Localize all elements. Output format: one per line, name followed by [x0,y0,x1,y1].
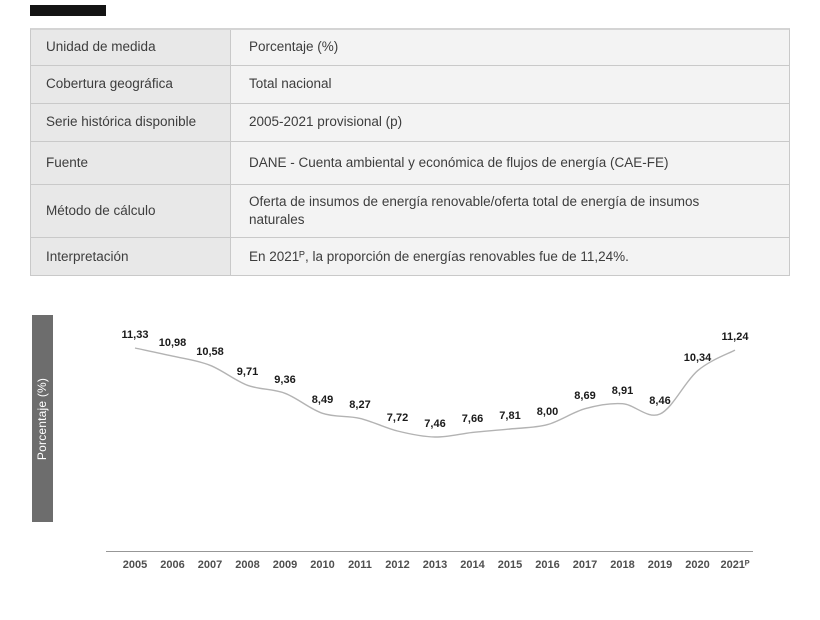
x-axis-tick-label: 2011 [348,559,372,571]
y-axis-label-bar: Porcentaje (%) [32,315,53,522]
value-label: 8,69 [574,389,596,402]
value-label: 8,00 [536,405,559,418]
value-label: 9,36 [274,374,296,387]
value-label: 10,98 [158,337,187,350]
x-axis-tick-label: 2018 [610,559,635,571]
x-axis-tick-label: 2008 [235,559,260,571]
value-label: 8,46 [649,395,671,408]
x-axis-tick-label: 2007 [197,559,223,571]
value-label: 8,91 [611,384,634,397]
metadata-table: Unidad de medida Porcentaje (%) Cobertur… [30,28,790,277]
table-row: Método de cálculo Oferta de insumos de e… [31,185,789,239]
row-label: Unidad de medida [31,30,231,65]
value-label: 8,27 [349,399,371,412]
x-axis-tick-label: 2017 [572,559,598,571]
table-row: Serie histórica disponible 2005-2021 pro… [31,104,789,142]
value-label: 10,58 [196,346,224,359]
row-value: Porcentaje (%) [231,30,789,65]
x-axis-tick-label: 2010 [310,559,335,571]
row-label: Interpretación [31,238,231,276]
x-axis-tick-label: 2020 [685,559,710,571]
value-label: 7,46 [424,418,446,431]
value-label: 9,71 [236,366,259,379]
value-label: 11,33 [121,329,149,341]
row-value: 2005-2021 provisional (p) [231,104,789,141]
row-label: Método de cálculo [31,185,231,238]
value-label: 7,66 [461,413,484,426]
table-row: Unidad de medida Porcentaje (%) [31,30,789,66]
row-value: DANE - Cuenta ambiental y económica de f… [231,142,789,184]
row-value-text: Método de cálculo [46,203,156,219]
x-axis-tick-label: 2015 [497,559,523,571]
x-axis-tick-label: 2021ᴾ [720,559,750,571]
x-axis-tick-label: 2019 [647,559,673,571]
value-label: 11,24 [721,331,749,344]
x-axis-tick-label: 2013 [422,559,448,571]
value-label: 8,49 [311,394,334,407]
row-value-text: Oferta de insumos de energía renovable/o… [249,194,700,228]
table-row: Interpretación En 2021ᴾ, la proporción d… [31,238,789,276]
table-row: Fuente DANE - Cuenta ambiental y económi… [31,142,789,185]
x-axis-tick-label: 2016 [535,559,560,571]
x-axis-tick-label: 2005 [122,559,148,571]
value-label: 7,72 [386,412,409,425]
x-axis-line [106,551,753,552]
row-value: Oferta de insumos de energía renovable/o… [231,185,789,238]
value-label: 10,34 [683,351,712,364]
data-series-line [134,347,736,438]
x-axis-tick-label: 2009 [272,559,298,571]
row-value: Total nacional [231,66,789,103]
value-label: 7,81 [499,409,521,422]
line-chart [134,347,736,438]
x-axis-tick-label: 2014 [460,559,485,571]
header-strip [30,5,106,16]
row-label: Cobertura geográfica [31,66,231,103]
row-label: Serie histórica disponible [31,104,231,141]
x-axis-tick-label: 2012 [385,559,410,571]
x-axis-tick-label: 2006 [160,559,185,571]
y-axis-label: Porcentaje (%) [35,377,50,460]
row-label: Fuente [31,142,231,184]
row-value: En 2021ᴾ, la proporción de energías reno… [231,238,789,276]
table-row: Cobertura geográfica Total nacional [31,66,789,104]
